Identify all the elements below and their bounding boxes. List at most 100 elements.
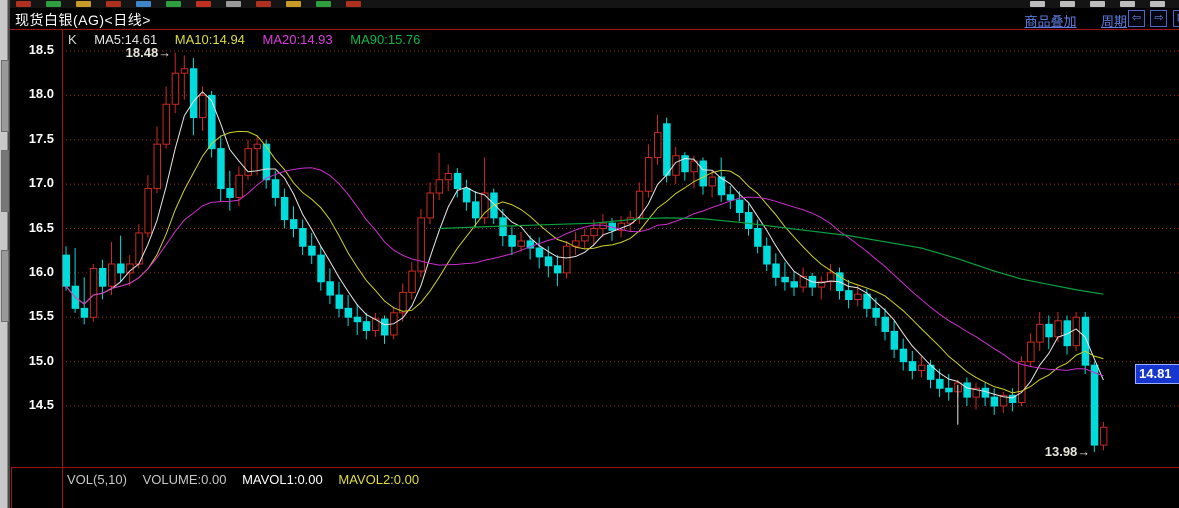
candle-up xyxy=(199,94,207,119)
candle-down xyxy=(299,228,307,247)
mavol1-value: MAVOL1:0.00 xyxy=(242,472,323,487)
volume-value: VOLUME:0.00 xyxy=(142,472,227,487)
candle-up xyxy=(1054,320,1062,338)
candle-up xyxy=(708,176,717,187)
price-axis-label: 17.5 xyxy=(28,130,54,146)
candle-up xyxy=(654,132,662,159)
candle-down xyxy=(353,316,362,323)
toolbar-icon-fragment xyxy=(256,1,271,7)
candle-down xyxy=(663,123,671,176)
low-marker: 13.98→ xyxy=(1045,444,1091,459)
candle-up xyxy=(999,394,1008,407)
toolbar-icon-fragment xyxy=(1090,1,1105,7)
title-separator xyxy=(10,29,1179,30)
candle-up xyxy=(162,103,171,145)
candle-down xyxy=(381,318,389,336)
overlay-link[interactable]: 商品叠加 xyxy=(1024,14,1077,29)
volume-pane-separator xyxy=(11,467,1179,468)
candle-down xyxy=(335,294,343,309)
candle-down xyxy=(208,94,216,150)
candle-down xyxy=(1081,316,1090,366)
candle-down xyxy=(362,321,371,332)
ma10-line xyxy=(65,130,1104,394)
candle-up xyxy=(644,157,653,192)
volume-indicator-legend: VOL(5,10) VOLUME:0.00 MAVOL1:0.00 MAVOL2… xyxy=(67,472,431,487)
candle-down xyxy=(681,155,689,173)
candle-up xyxy=(144,188,152,234)
candle-up xyxy=(426,192,434,219)
candle-down xyxy=(881,316,889,332)
candle-down xyxy=(217,148,225,190)
candle-down xyxy=(763,245,771,265)
high-marker: 18.48→ xyxy=(126,45,172,60)
toolbar-icon-fragment xyxy=(226,1,241,7)
candle-down xyxy=(80,307,89,318)
volume-pane-border xyxy=(11,467,12,508)
ma5-line xyxy=(65,91,1104,399)
candle-down xyxy=(735,199,744,214)
toolbar-icon-fragment xyxy=(166,1,181,7)
toolbar-icon-fragment xyxy=(346,1,361,7)
candle-up xyxy=(180,68,189,74)
candle-up xyxy=(417,217,425,272)
ma20-line xyxy=(65,167,1104,377)
ma90-value: MA90:15.76 xyxy=(350,32,421,47)
candle-up xyxy=(917,364,926,371)
toolbar-icon-fragment xyxy=(1060,1,1075,7)
candle-up xyxy=(1036,323,1044,343)
vol-label: VOL(5,10) xyxy=(67,472,127,487)
price-axis-label: 15.0 xyxy=(28,352,54,368)
candle-down xyxy=(872,307,880,318)
candle-down xyxy=(863,293,871,309)
candle-down xyxy=(98,267,107,287)
candle-down xyxy=(189,68,198,119)
candle-up xyxy=(253,143,262,150)
candle-down xyxy=(317,254,325,283)
candle-down xyxy=(936,378,944,389)
panel-grip xyxy=(1,150,9,212)
candle-down xyxy=(772,263,780,278)
toolbar-icon-fragment xyxy=(1030,1,1045,7)
candle-up xyxy=(153,143,161,190)
period-link[interactable]: 周期 xyxy=(1100,14,1127,29)
toolbar-icon-fragment xyxy=(16,1,31,7)
candle-down xyxy=(535,247,544,258)
candle-down xyxy=(344,307,353,318)
toolbar-icon-fragment xyxy=(76,1,91,7)
candle-down xyxy=(226,188,234,198)
candle-up xyxy=(1027,341,1035,363)
price-axis-label: 16.0 xyxy=(28,263,54,279)
ma20-value: MA20:14.93 xyxy=(262,32,333,47)
price-axis-label: 15.5 xyxy=(28,308,54,324)
toolbar-icon-fragment xyxy=(1120,1,1135,7)
price-axis-label: 14.5 xyxy=(28,397,54,412)
scroll-right-button[interactable]: ⇨ xyxy=(1150,10,1168,27)
toolbar-icon-fragment xyxy=(1150,1,1165,7)
candle-down xyxy=(1063,320,1071,347)
candle-down xyxy=(963,382,971,398)
candle-up xyxy=(590,228,598,237)
candle-down xyxy=(1008,394,1017,403)
ma90-line xyxy=(439,217,1104,295)
panel-grip xyxy=(1,250,9,322)
candle-down xyxy=(453,172,462,190)
candle-down xyxy=(462,188,471,203)
candle-down xyxy=(990,396,999,407)
candle-up xyxy=(572,240,580,247)
candle-up xyxy=(563,245,571,274)
candle-down xyxy=(262,143,271,181)
candle-down xyxy=(945,387,953,393)
compress-button[interactable]: ⊟ xyxy=(1172,10,1179,27)
candle-down xyxy=(845,290,853,300)
page-title: 现货白银(AG)<日线> xyxy=(15,12,151,28)
scroll-left-button[interactable]: ⇦ xyxy=(1128,10,1145,27)
candle-up xyxy=(108,263,116,287)
candle-up xyxy=(826,272,835,283)
candle-up xyxy=(481,192,489,219)
candlestick-chart[interactable]: 18.48→ 13.98→ xyxy=(10,30,1179,467)
candle-up xyxy=(235,174,243,198)
left-panel-edge[interactable] xyxy=(0,0,10,508)
candle-down xyxy=(508,235,516,247)
candle-up xyxy=(635,190,644,219)
